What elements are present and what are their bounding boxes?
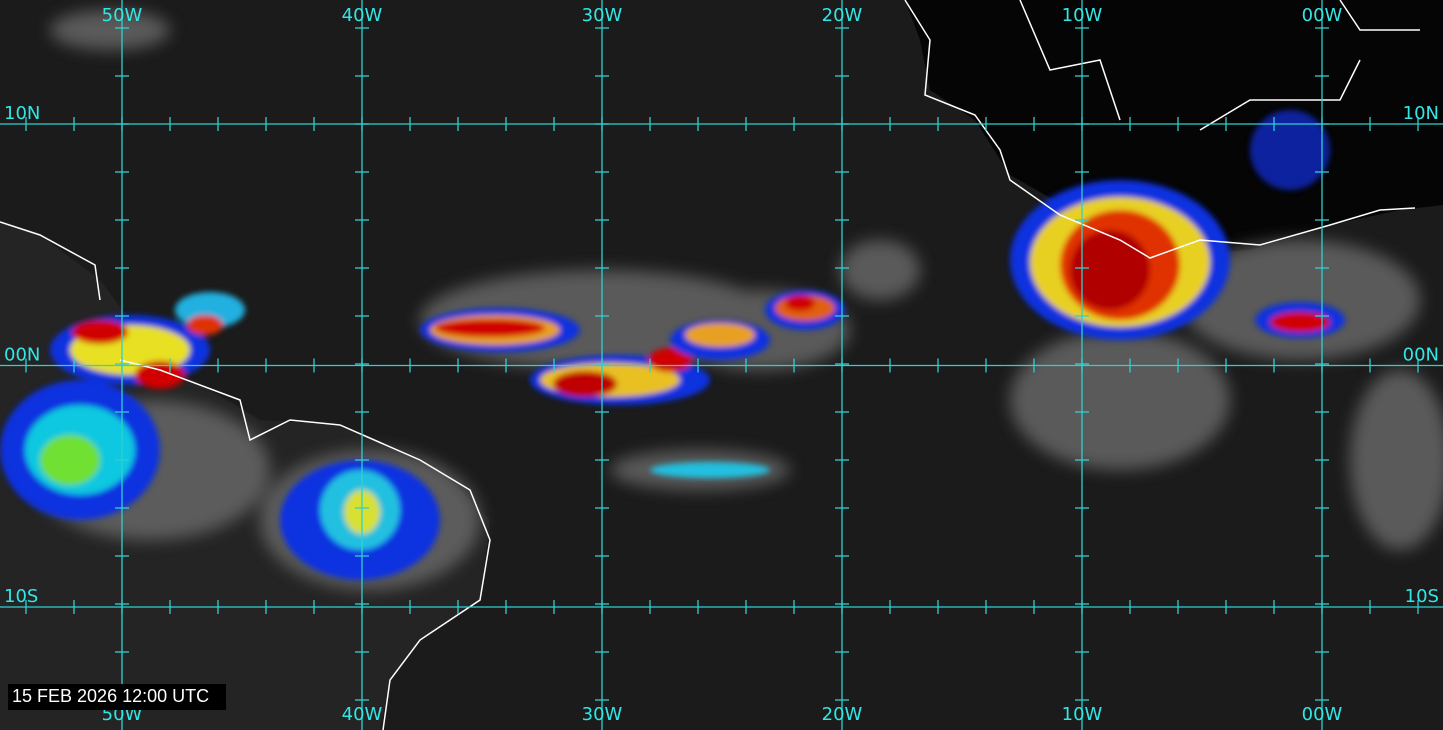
- latitude-label: 10N: [1403, 103, 1439, 124]
- timestamp-box: [8, 684, 226, 710]
- longitude-label: 20W: [822, 5, 863, 26]
- longitude-label: 10W: [1062, 704, 1103, 725]
- latitude-label: 10S: [1405, 586, 1439, 607]
- longitude-label: 40W: [342, 5, 383, 26]
- longitude-label: 30W: [582, 5, 623, 26]
- timestamp: 15 FEB 2026 12:00 UTC: [12, 686, 209, 706]
- longitude-label: 10W: [1062, 5, 1103, 26]
- longitude-label: 30W: [582, 704, 623, 725]
- longitude-label: 50W: [102, 5, 143, 26]
- latitude-label: 00N: [4, 345, 40, 366]
- africa-land: [905, 0, 1443, 255]
- longitude-label: 40W: [342, 704, 383, 725]
- latitude-label: 10S: [4, 586, 38, 607]
- longitude-label: 20W: [822, 704, 863, 725]
- longitude-label: 00W: [1302, 5, 1343, 26]
- convective-cells: [0, 110, 1345, 580]
- longitude-label: 00W: [1302, 704, 1343, 725]
- latitude-label: 00N: [1403, 345, 1439, 366]
- latitude-label: 10N: [4, 103, 40, 124]
